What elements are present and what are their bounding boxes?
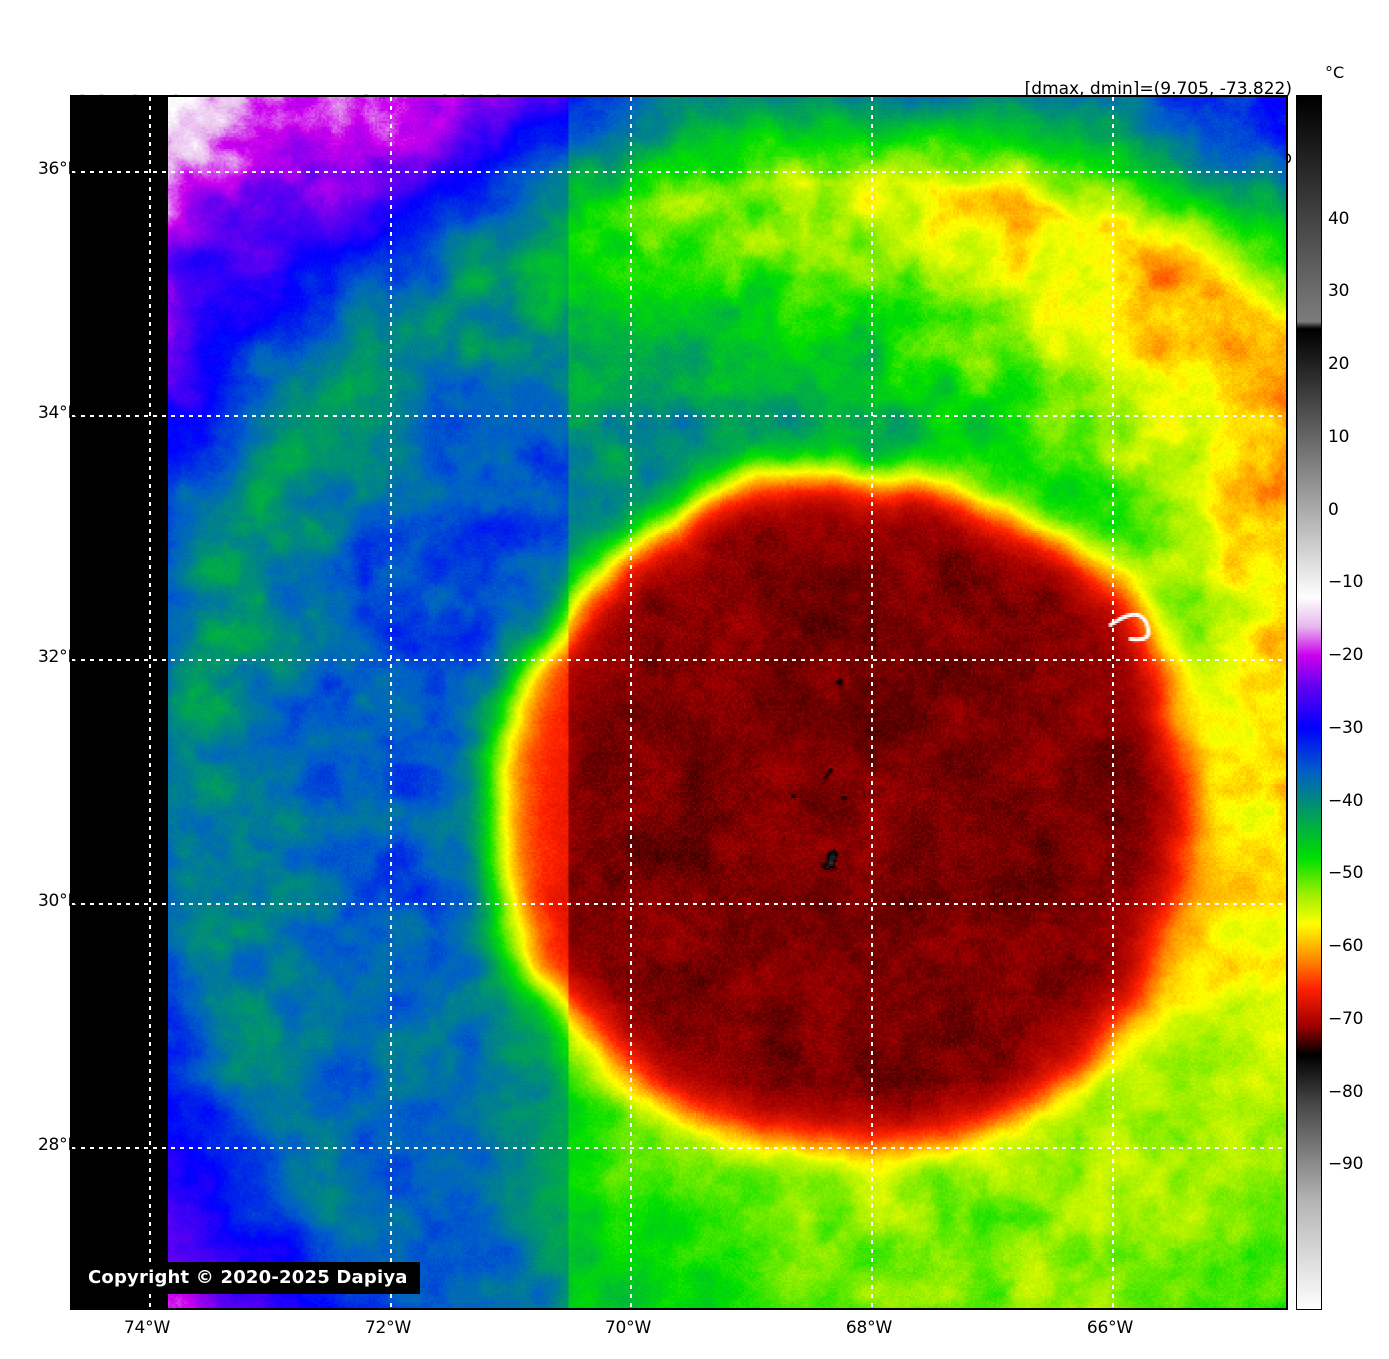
xtick-label-72: 72°W: [364, 1318, 412, 1338]
colorbar-tick-20: 20: [1328, 354, 1350, 375]
xtick-label-66: 66°W: [1086, 1318, 1134, 1338]
colorbar-tick-0: 0: [1328, 499, 1339, 520]
copyright-watermark: Copyright © 2020-2025 Dapiya: [72, 1262, 420, 1294]
data-minmax-label: [dmax, dmin]=(9.705, -73.822): [1024, 79, 1292, 99]
colorbar-tick--30: −30: [1328, 717, 1364, 738]
satellite-plot-area[interactable]: [70, 95, 1288, 1310]
ytick-label-32: 32°N: [37, 647, 80, 667]
xtick-label-70: 70°W: [604, 1318, 652, 1338]
colorbar-tick--50: −50: [1328, 863, 1364, 884]
ytick-label-36: 36°N: [37, 159, 80, 179]
colorbar-tick-10: 10: [1328, 426, 1350, 447]
xtick-label-74: 74°W: [123, 1318, 171, 1338]
colorbar-unit-label: °C: [1325, 63, 1345, 82]
colorbar-tick-40: 40: [1328, 208, 1350, 229]
colorbar-tick--60: −60: [1328, 936, 1364, 957]
colorbar-tick--20: −20: [1328, 645, 1364, 666]
ytick-label-30: 30°N: [37, 891, 80, 911]
colorbar-tick--10: −10: [1328, 572, 1364, 593]
colorbar[interactable]: [1296, 95, 1322, 1310]
colorbar-gradient: [1297, 96, 1321, 1309]
colorbar-tick--90: −90: [1328, 1154, 1364, 1175]
ytick-label-28: 28°N: [37, 1135, 80, 1155]
no-data-region: [72, 97, 168, 1308]
colorbar-tick-30: 30: [1328, 281, 1350, 302]
colorbar-tick--40: −40: [1328, 790, 1364, 811]
colorbar-tick--70: −70: [1328, 1008, 1364, 1029]
xtick-label-68: 68°W: [845, 1318, 893, 1338]
colorbar-tick--80: −80: [1328, 1081, 1364, 1102]
ytick-label-34: 34°N: [37, 403, 80, 423]
infrared-satellite-raster: [72, 97, 1286, 1308]
